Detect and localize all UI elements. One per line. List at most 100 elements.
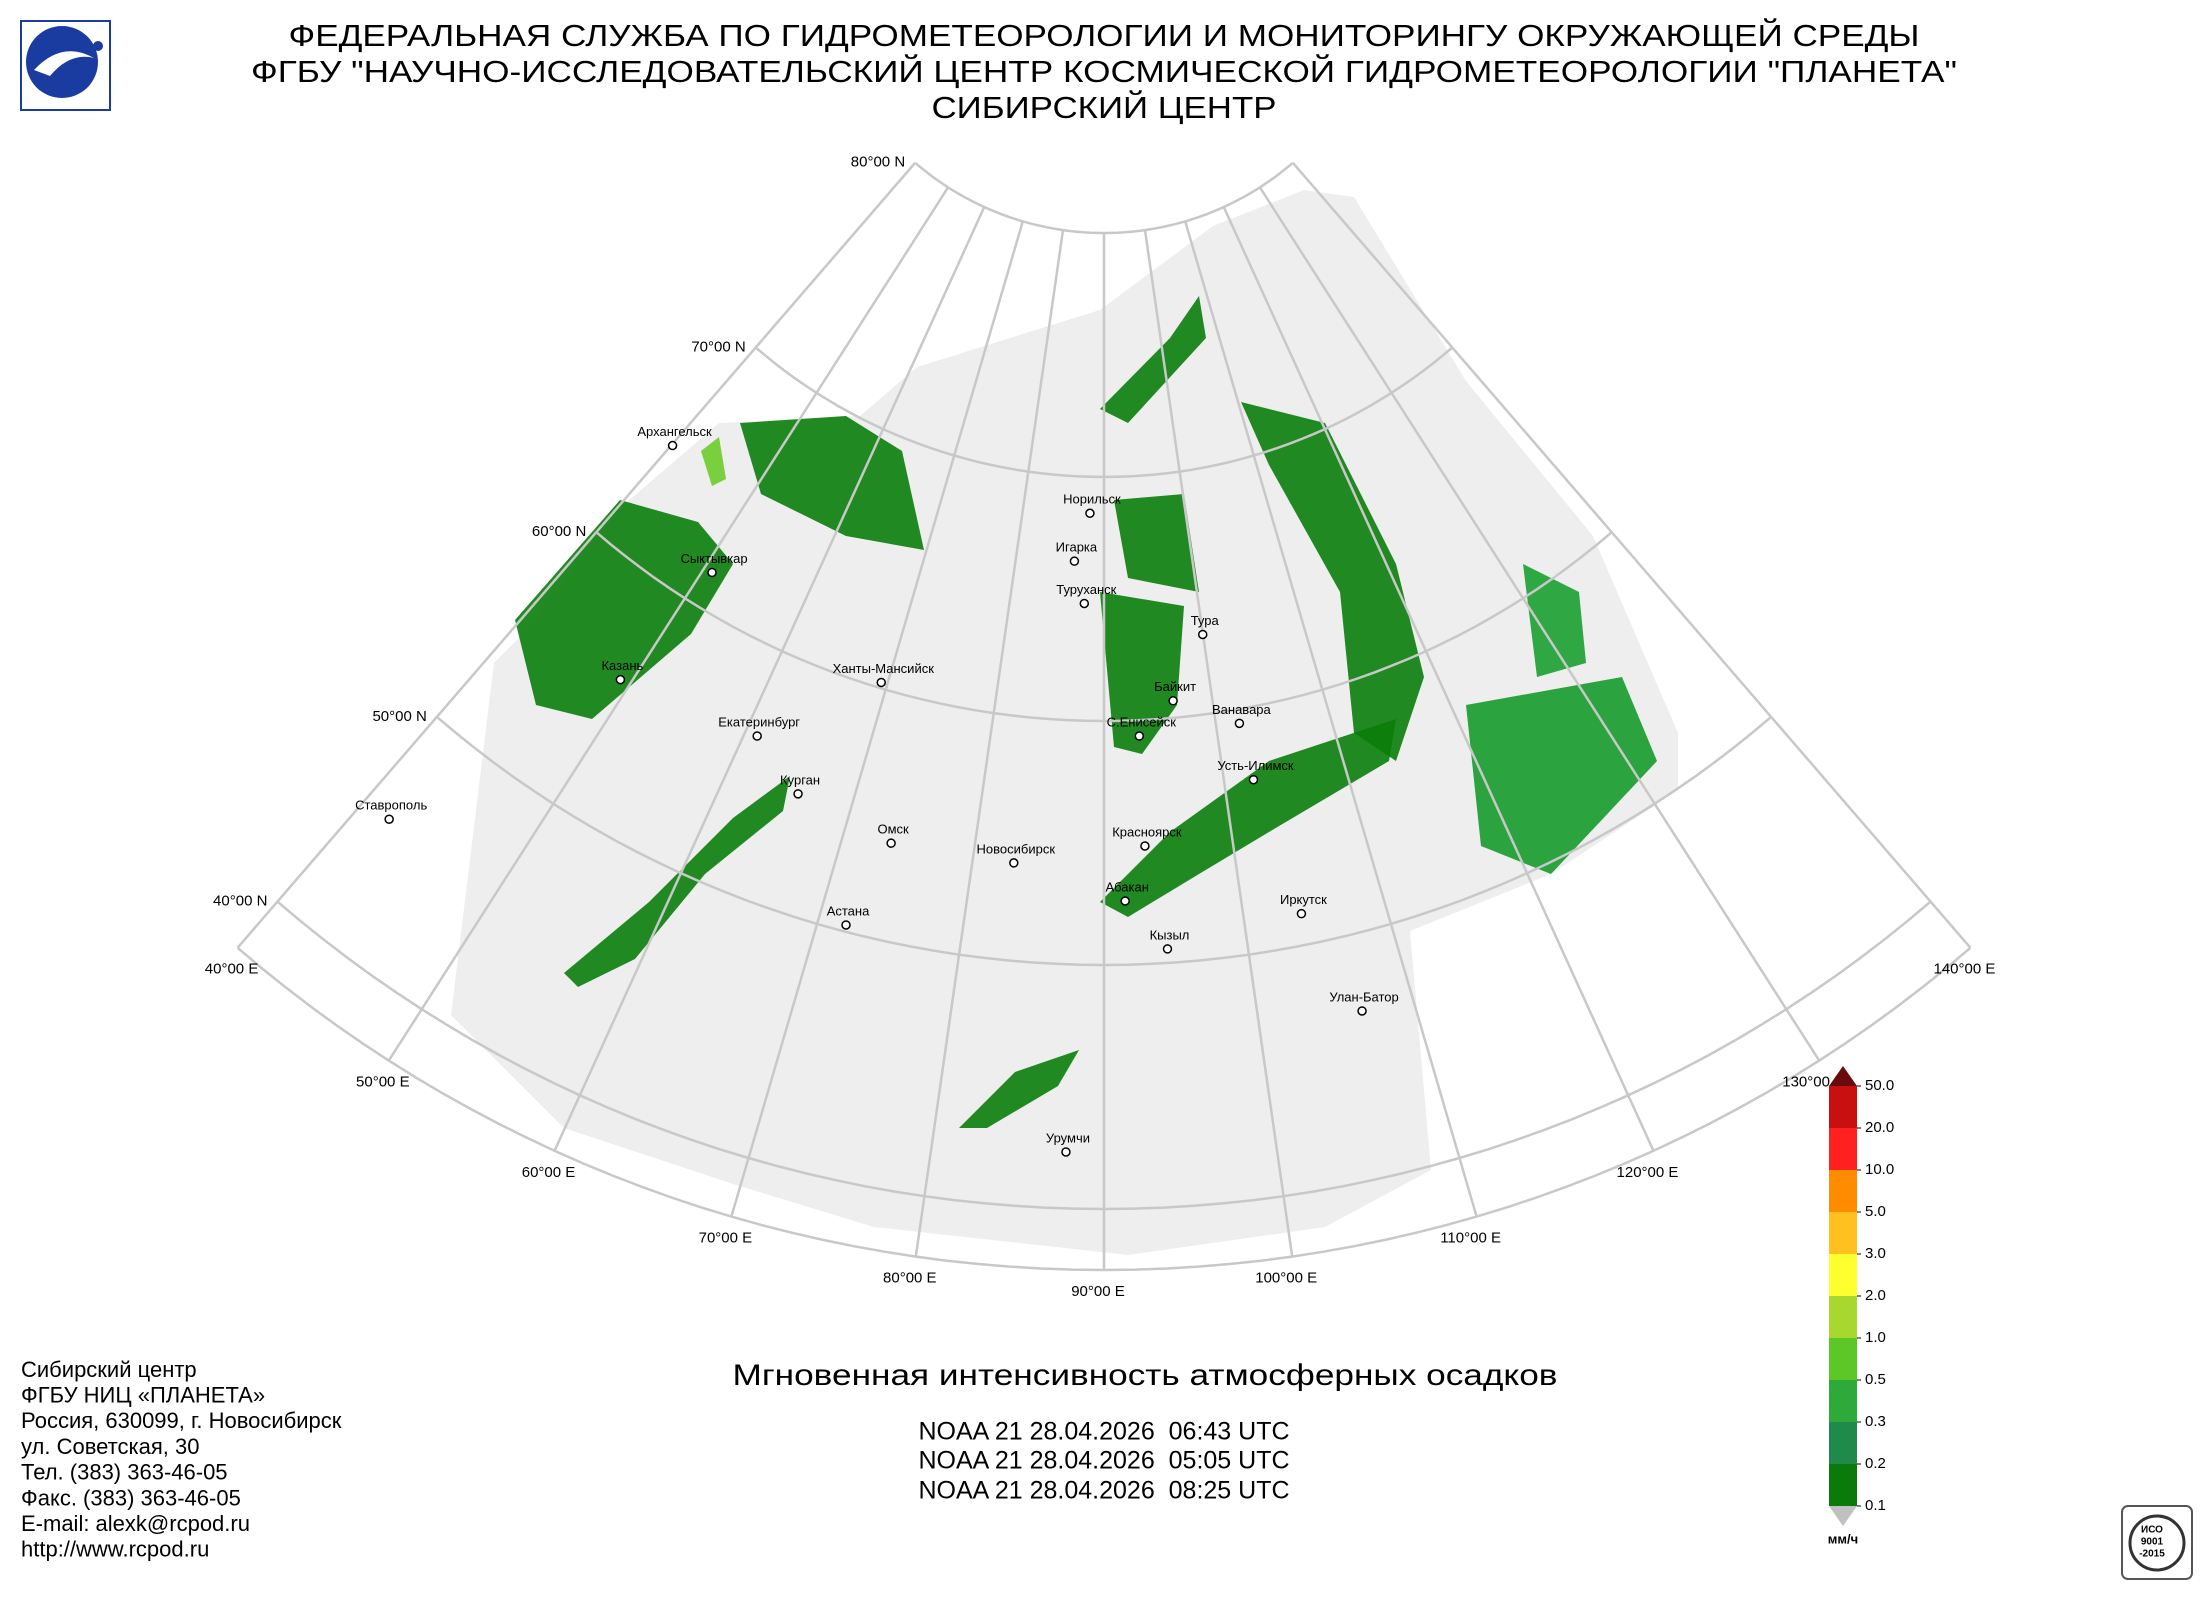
city-marker (1134, 731, 1145, 741)
header-line: СИБИРСКИЙ ЦЕНТР (932, 89, 1277, 125)
colorbar-segment (1829, 1338, 1857, 1380)
colorbar-label: 0.1 (1865, 1497, 1886, 1514)
colorbar-label: 0.5 (1865, 1371, 1886, 1388)
colorbar-label: 5.0 (1865, 1203, 1886, 1220)
meridian-line (730, 221, 1024, 1217)
city-label: Кызыл (1150, 927, 1190, 942)
contact-line: ФГБУ НИЦ «ПЛАНЕТА» (21, 1383, 265, 1408)
city-marker (1197, 629, 1208, 640)
city-label: Урумчи (1046, 1130, 1090, 1145)
pass-line: NOAA 21 28.04.2026 08:25 UTC (918, 1477, 1289, 1505)
graticule: 80°00 N 70°00 N 60°00 N 50°00 N 40°00 N 40°00… (205, 154, 1996, 1300)
city-marker (1162, 944, 1173, 954)
city-marker (1120, 896, 1130, 906)
city-label: Ставрополь (355, 798, 427, 813)
city-label: Улан-Батор (1329, 989, 1398, 1004)
colorbar-label: 0.2 (1865, 1455, 1886, 1472)
colorbar-label: 20.0 (1865, 1119, 1894, 1136)
meridian-line (236, 161, 917, 949)
meridian-line (1143, 229, 1294, 1257)
city-marker (667, 440, 678, 451)
city-label: Туруханск (1056, 582, 1116, 597)
city-label: Омск (877, 822, 909, 837)
city-marker (1140, 841, 1150, 851)
meridian-line (553, 206, 986, 1152)
lon-label: 130°00 E (1782, 1074, 1844, 1091)
colorbar-segment (1829, 1170, 1857, 1212)
city-marker (1168, 696, 1178, 706)
city-marker (707, 567, 717, 578)
city-label: Тура (1191, 613, 1220, 628)
city-marker (1079, 598, 1090, 609)
meridian-line (914, 229, 1065, 1257)
contact-line: Россия, 630099, г. Новосибирск (21, 1408, 342, 1433)
city-label: Абакан (1105, 879, 1148, 894)
colorbar-segment (1829, 1464, 1857, 1506)
lat-label: 70°00 N (691, 338, 745, 355)
contact-line: http://www.rcpod.ru (21, 1537, 209, 1562)
city-label: Норильск (1063, 492, 1121, 507)
lat-label: 80°00 N (851, 154, 905, 171)
header-line: ФЕДЕРАЛЬНАЯ СЛУЖБА ПО ГИДРОМЕТЕОРОЛОГИИ … (289, 17, 1920, 53)
colorbar-label: 1.0 (1865, 1329, 1886, 1346)
logo (20, 20, 111, 111)
meridian-line (1222, 206, 1655, 1152)
city-marker (384, 814, 394, 824)
lat-label: 60°00 N (532, 523, 586, 540)
colorbar-segment (1829, 1086, 1857, 1128)
colorbar-segment (1829, 1380, 1857, 1422)
map: 80°00 N 70°00 N 60°00 N 50°00 N 40°00 N 40°00… (205, 154, 1996, 1300)
colorbar-label: 50.0 (1865, 1077, 1894, 1094)
lon-label: 70°00 E (699, 1230, 753, 1247)
cities: Архангельск Сыктывкар Казань Ставрополь Екат… (355, 424, 1399, 1157)
lon-label: 120°00 E (1617, 1164, 1679, 1181)
lon-label: 60°00 E (522, 1164, 576, 1181)
city-label: Новосибирск (977, 841, 1056, 856)
lon-label: 140°00 E (1933, 961, 1995, 978)
badge-text: 9001 (2141, 1537, 2164, 1548)
colorbar-under (1829, 1506, 1857, 1526)
city-label: Екатеринбург (718, 714, 800, 729)
city-label: Ванавара (1212, 702, 1272, 717)
city-label: Игарка (1056, 540, 1098, 555)
lat-label: 50°00 N (372, 708, 426, 725)
city-marker (1248, 774, 1259, 785)
meridian-line (387, 186, 950, 1062)
colorbar-label: 10.0 (1865, 1161, 1894, 1178)
colorbar-unit: мм/ч (1828, 1531, 1858, 1546)
meridian-line (1291, 161, 1972, 949)
contact-line: ул. Советская, 30 (21, 1434, 199, 1459)
product-title: Мгновенная интенсивность атмосферных оса… (733, 1359, 1558, 1392)
colorbar-segment (1829, 1128, 1857, 1170)
city-label: Архангельск (637, 424, 712, 439)
lon-label: 100°00 E (1255, 1270, 1317, 1287)
lon-label: 50°00 E (356, 1074, 410, 1091)
city-marker (1069, 556, 1080, 566)
colorbar-label: 3.0 (1865, 1245, 1886, 1262)
lon-label: 90°00 E (1071, 1283, 1125, 1300)
contact-line: Факс. (383) 363-46-05 (21, 1485, 241, 1510)
city-marker (1357, 1006, 1367, 1016)
city-label: Сыктывкар (680, 551, 747, 566)
city-label: Красноярск (1112, 824, 1182, 839)
city-label: Астана (827, 903, 870, 918)
city-label: С.Енисейск (1107, 714, 1177, 729)
colorbar-label: 2.0 (1865, 1287, 1886, 1304)
city-label: Ханты-Мансийск (833, 661, 935, 676)
city-label: Усть-Илимск (1217, 758, 1294, 773)
colorbar-label: 0.3 (1865, 1413, 1886, 1430)
header-line: ФГБУ "НАУЧНО-ИССЛЕДОВАТЕЛЬСКИЙ ЦЕНТР КОС… (251, 53, 1957, 89)
lon-label: 110°00 E (1440, 1230, 1501, 1247)
colorbar-segment (1829, 1254, 1857, 1296)
colorbar-segment (1829, 1212, 1857, 1254)
city-marker (841, 920, 851, 930)
contact-line: Тел. (383) 363-46-05 (21, 1460, 228, 1485)
city-marker (876, 677, 886, 688)
lon-label: 80°00 E (883, 1270, 937, 1287)
city-marker (886, 838, 896, 848)
city-marker (1234, 718, 1245, 729)
city-marker (1009, 858, 1019, 868)
city-marker (1296, 908, 1307, 919)
city-label: Иркутск (1280, 892, 1327, 907)
